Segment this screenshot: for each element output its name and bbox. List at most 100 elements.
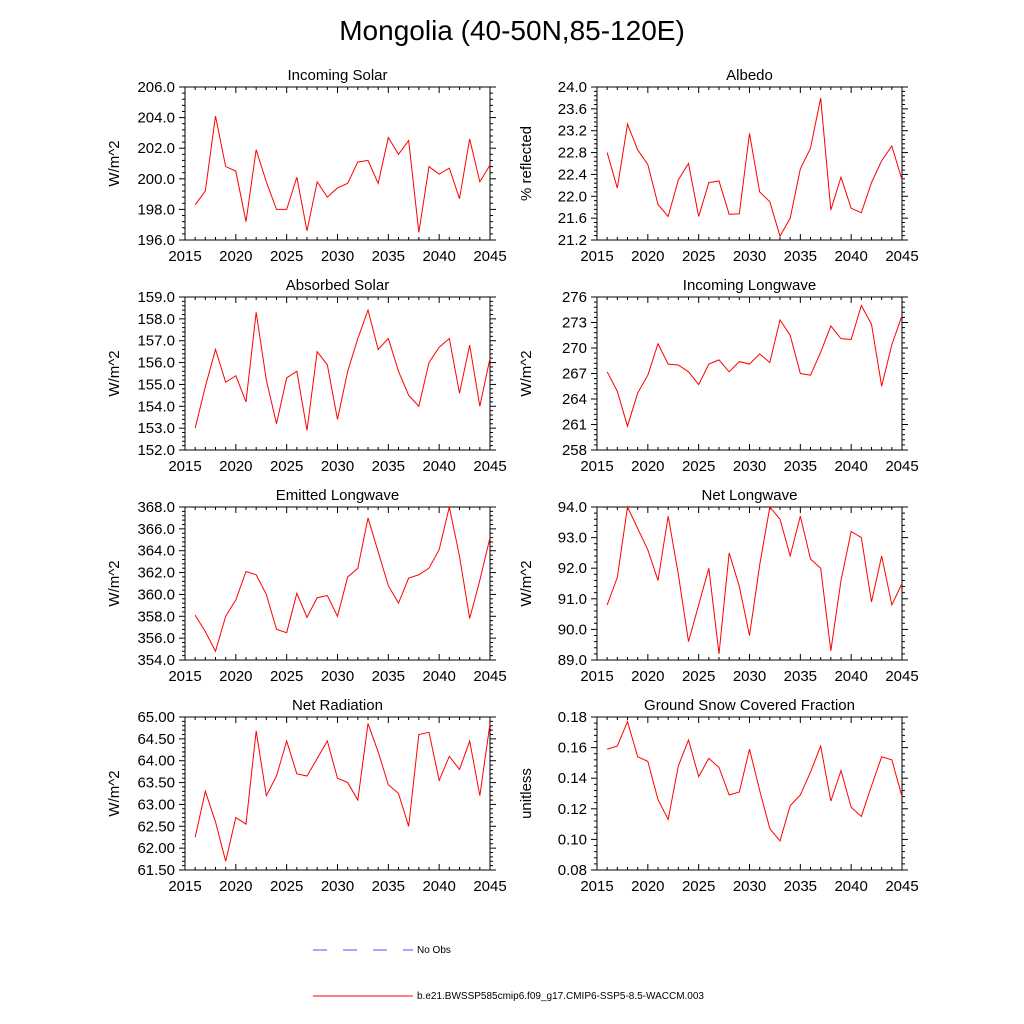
y-tick-label: 157.0	[137, 333, 175, 350]
x-tick-label: 2025	[682, 878, 715, 895]
y-tick-label: 153.0	[137, 420, 175, 437]
plot-frame	[184, 716, 491, 871]
y-tick-label: 0.18	[558, 709, 587, 726]
x-tick-label: 2015	[168, 248, 201, 265]
y-tick-label: 92.0	[558, 560, 587, 577]
x-tick-label: 2020	[219, 878, 252, 895]
plot-frame	[184, 86, 491, 241]
figure-title: Mongolia (40-50N,85-120E)	[339, 15, 685, 46]
x-tick-label: 2025	[682, 458, 715, 475]
x-tick-label: 2045	[473, 248, 506, 265]
y-tick-label: 264	[562, 391, 587, 408]
x-tick-label: 2040	[834, 248, 867, 265]
y-tick-label: 159.0	[137, 289, 175, 306]
x-tick-label: 2040	[422, 248, 455, 265]
y-tick-label: 22.0	[558, 188, 587, 205]
panel-title: Absorbed Solar	[286, 277, 389, 294]
x-tick-label: 2020	[631, 878, 664, 895]
y-tick-label: 273	[562, 315, 587, 332]
x-tick-label: 2015	[168, 458, 201, 475]
y-tick-label: 154.0	[137, 398, 175, 415]
x-tick-label: 2025	[682, 248, 715, 265]
legend-no-obs-label: No Obs	[417, 945, 451, 956]
series-line	[606, 97, 903, 238]
x-tick-label: 2015	[580, 248, 613, 265]
panel-title: Ground Snow Covered Fraction	[644, 697, 855, 714]
x-tick-label: 2035	[372, 458, 405, 475]
panel-net-radiation: Net Radiation W/m^2 2015 2020 2025 2030 2035 20…	[106, 697, 507, 895]
y-tick-label: 202.0	[137, 140, 175, 157]
y-tick-label: 152.0	[137, 442, 175, 459]
x-tick-label: 2030	[733, 668, 766, 685]
x-tick-label: 2045	[885, 668, 918, 685]
y-axis-label: unitless	[518, 768, 535, 819]
plot-frame	[596, 506, 903, 661]
x-tick-label: 2015	[580, 878, 613, 895]
x-tick-label: 2025	[270, 248, 303, 265]
y-tick-label: 94.0	[558, 499, 587, 516]
x-tick-label: 2045	[473, 458, 506, 475]
panel-incoming-solar: Incoming Solar W/m^2 2015 2020 2025 2030 2035 2…	[106, 67, 507, 265]
y-tick-label: 0.08	[558, 862, 587, 879]
y-tick-label: 358.0	[137, 608, 175, 625]
x-tick-label: 2025	[682, 668, 715, 685]
y-tick-label: 61.50	[137, 862, 175, 879]
x-tick-label: 2025	[270, 878, 303, 895]
y-tick-label: 354.0	[137, 652, 175, 669]
y-tick-label: 64.00	[137, 753, 175, 770]
y-tick-label: 63.00	[137, 796, 175, 813]
x-tick-label: 2040	[422, 668, 455, 685]
legend: No Obs b.e21.BWSSP585cmip6.f09_g17.CMIP6…	[313, 945, 704, 1002]
x-tick-label: 2035	[372, 248, 405, 265]
plot-frame	[596, 716, 903, 871]
x-tick-label: 2030	[321, 668, 354, 685]
x-tick-label: 2035	[784, 668, 817, 685]
y-tick-label: 198.0	[137, 201, 175, 218]
y-tick-label: 0.12	[558, 801, 587, 818]
series-line	[194, 308, 491, 431]
x-tick-label: 2015	[168, 668, 201, 685]
y-tick-label: 62.50	[137, 818, 175, 835]
x-tick-label: 2025	[270, 668, 303, 685]
x-tick-label: 2025	[270, 458, 303, 475]
y-tick-label: 276	[562, 289, 587, 306]
x-tick-label: 2030	[733, 458, 766, 475]
x-tick-label: 2045	[473, 668, 506, 685]
y-tick-label: 0.14	[558, 770, 587, 787]
x-tick-label: 2040	[834, 878, 867, 895]
y-tick-label: 62.00	[137, 840, 175, 857]
y-axis-label: W/m^2	[518, 350, 535, 396]
x-tick-label: 2035	[784, 458, 817, 475]
panel-albedo: Albedo % reflected 2015 2020 2025 2030 2035 204…	[518, 67, 919, 265]
x-tick-label: 2035	[372, 878, 405, 895]
y-tick-label: 158.0	[137, 311, 175, 328]
y-tick-label: 366.0	[137, 521, 175, 538]
y-tick-label: 0.16	[558, 740, 587, 757]
panel-net-longwave: Net Longwave W/m^2 2015 2020 2025 2030 2035 204…	[518, 487, 919, 685]
plot-frame	[184, 296, 491, 451]
x-tick-label: 2020	[631, 248, 664, 265]
x-tick-label: 2020	[219, 248, 252, 265]
x-tick-label: 2020	[219, 458, 252, 475]
y-tick-label: 206.0	[137, 79, 175, 96]
y-axis-label: W/m^2	[106, 140, 123, 186]
panel-absorbed-solar: Absorbed Solar W/m^2 2015 2020 2025 2030 2035 2…	[106, 277, 507, 475]
x-tick-label: 2045	[885, 878, 918, 895]
y-axis-label: W/m^2	[106, 770, 123, 816]
y-axis-label: W/m^2	[518, 560, 535, 606]
x-tick-label: 2035	[784, 878, 817, 895]
y-axis-label: % reflected	[518, 126, 535, 201]
x-tick-label: 2030	[321, 878, 354, 895]
y-tick-label: 204.0	[137, 110, 175, 127]
y-tick-label: 93.0	[558, 530, 587, 547]
y-tick-label: 267	[562, 366, 587, 383]
y-tick-label: 200.0	[137, 171, 175, 188]
y-axis-label: W/m^2	[106, 560, 123, 606]
y-tick-label: 155.0	[137, 376, 175, 393]
y-tick-label: 196.0	[137, 232, 175, 249]
plot-frame	[596, 86, 903, 241]
series-line	[606, 505, 903, 654]
x-tick-label: 2030	[321, 248, 354, 265]
x-tick-label: 2045	[473, 878, 506, 895]
